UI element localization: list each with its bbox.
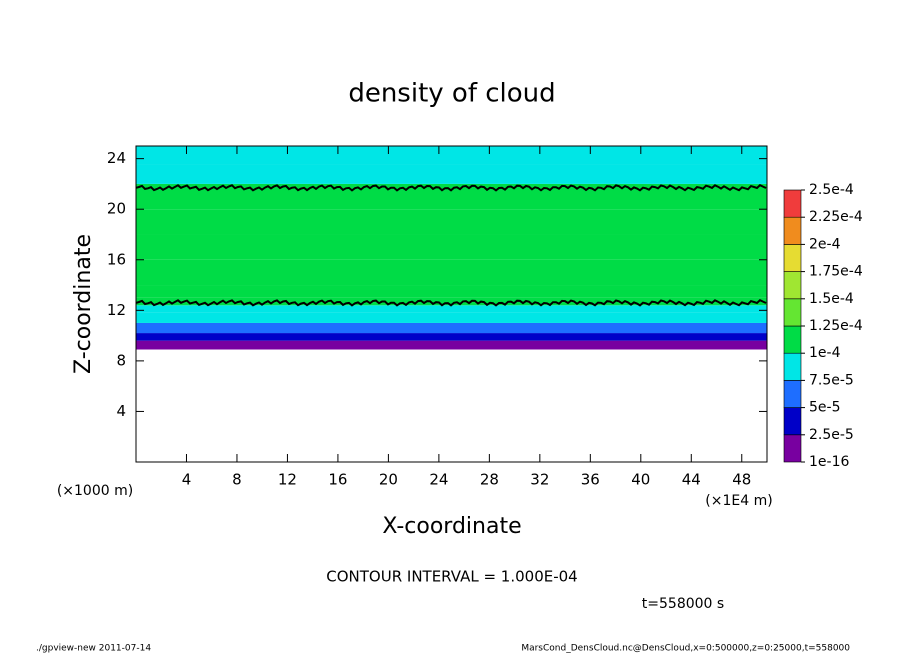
footer-right: MarsCond_DensCloud.nc@DensCloud,x=0:5000… [521, 644, 850, 654]
colorbar-box [783, 298, 802, 327]
x-unit: (×1E4 m) [705, 493, 772, 509]
chart-title: density of cloud [348, 79, 555, 109]
density-band [136, 259, 767, 286]
x-tick-label: 20 [379, 471, 398, 489]
density-band [136, 340, 767, 350]
x-tick-label: 32 [530, 471, 549, 489]
colorbar-box [783, 407, 802, 436]
colorbar-box [783, 325, 802, 354]
x-axis-label: X-coordinate [382, 514, 521, 539]
density-band [136, 164, 767, 184]
colorbar-label: 1.25e-4 [809, 318, 863, 334]
colorbar-box [783, 434, 802, 463]
contour-line [135, 299, 767, 307]
y-tick-label: 20 [107, 200, 126, 218]
footer-left: ./gpview-new 2011-07-14 [36, 644, 151, 654]
y-axis-label: Z-coordinate [71, 234, 96, 374]
x-tick-label: 36 [581, 471, 600, 489]
x-tick-label: 16 [328, 471, 347, 489]
colorbar-label: 2.5e-4 [809, 182, 854, 198]
x-tick-label: 28 [480, 471, 499, 489]
time-label: t=558000 s [642, 596, 724, 612]
y-tick-label: 12 [107, 301, 126, 319]
density-band [136, 297, 767, 306]
y-tick-label: 24 [107, 149, 126, 167]
colorbar-box [783, 380, 802, 408]
colorbar-label: 2e-4 [809, 236, 841, 252]
y-tick-label: 8 [116, 351, 126, 369]
y-unit: (×1000 m) [57, 483, 133, 499]
density-band [136, 234, 767, 260]
contour-line [135, 184, 767, 192]
colorbar-label: 1e-16 [809, 454, 849, 470]
colorbar-label: 1.75e-4 [809, 264, 863, 280]
density-band [136, 305, 767, 313]
density-band [136, 312, 767, 323]
colorbar-box [783, 216, 802, 245]
colorbar-label: 7.5e-5 [809, 372, 854, 388]
colorbar-box [783, 271, 802, 300]
colorbar-label: 2.25e-4 [809, 209, 863, 225]
density-band [136, 146, 767, 165]
x-tick-label: 44 [682, 471, 701, 489]
density-band [136, 322, 767, 334]
y-tick-label: 4 [116, 402, 126, 420]
colorbar-box [783, 244, 802, 272]
colorbar-label: 2.5e-5 [809, 427, 854, 443]
plot-frame [135, 145, 768, 463]
colorbar-label: 5e-5 [809, 400, 840, 416]
density-band [136, 183, 767, 210]
colorbar-box [783, 189, 802, 218]
x-tick-label: 12 [278, 471, 297, 489]
colorbar-label: 1e-4 [809, 345, 841, 361]
density-band [136, 333, 767, 341]
x-tick-label: 8 [232, 471, 242, 489]
x-tick-label: 24 [429, 471, 448, 489]
y-tick-label: 16 [107, 250, 126, 268]
x-tick-label: 48 [732, 471, 751, 489]
x-tick-label: 4 [182, 471, 192, 489]
colorbar-label: 1.5e-4 [809, 291, 854, 307]
x-tick-label: 40 [631, 471, 650, 489]
density-band [136, 285, 767, 298]
colorbar-box [783, 352, 802, 381]
density-band [136, 209, 767, 235]
contour-interval: CONTOUR INTERVAL = 1.000E-04 [326, 568, 577, 586]
